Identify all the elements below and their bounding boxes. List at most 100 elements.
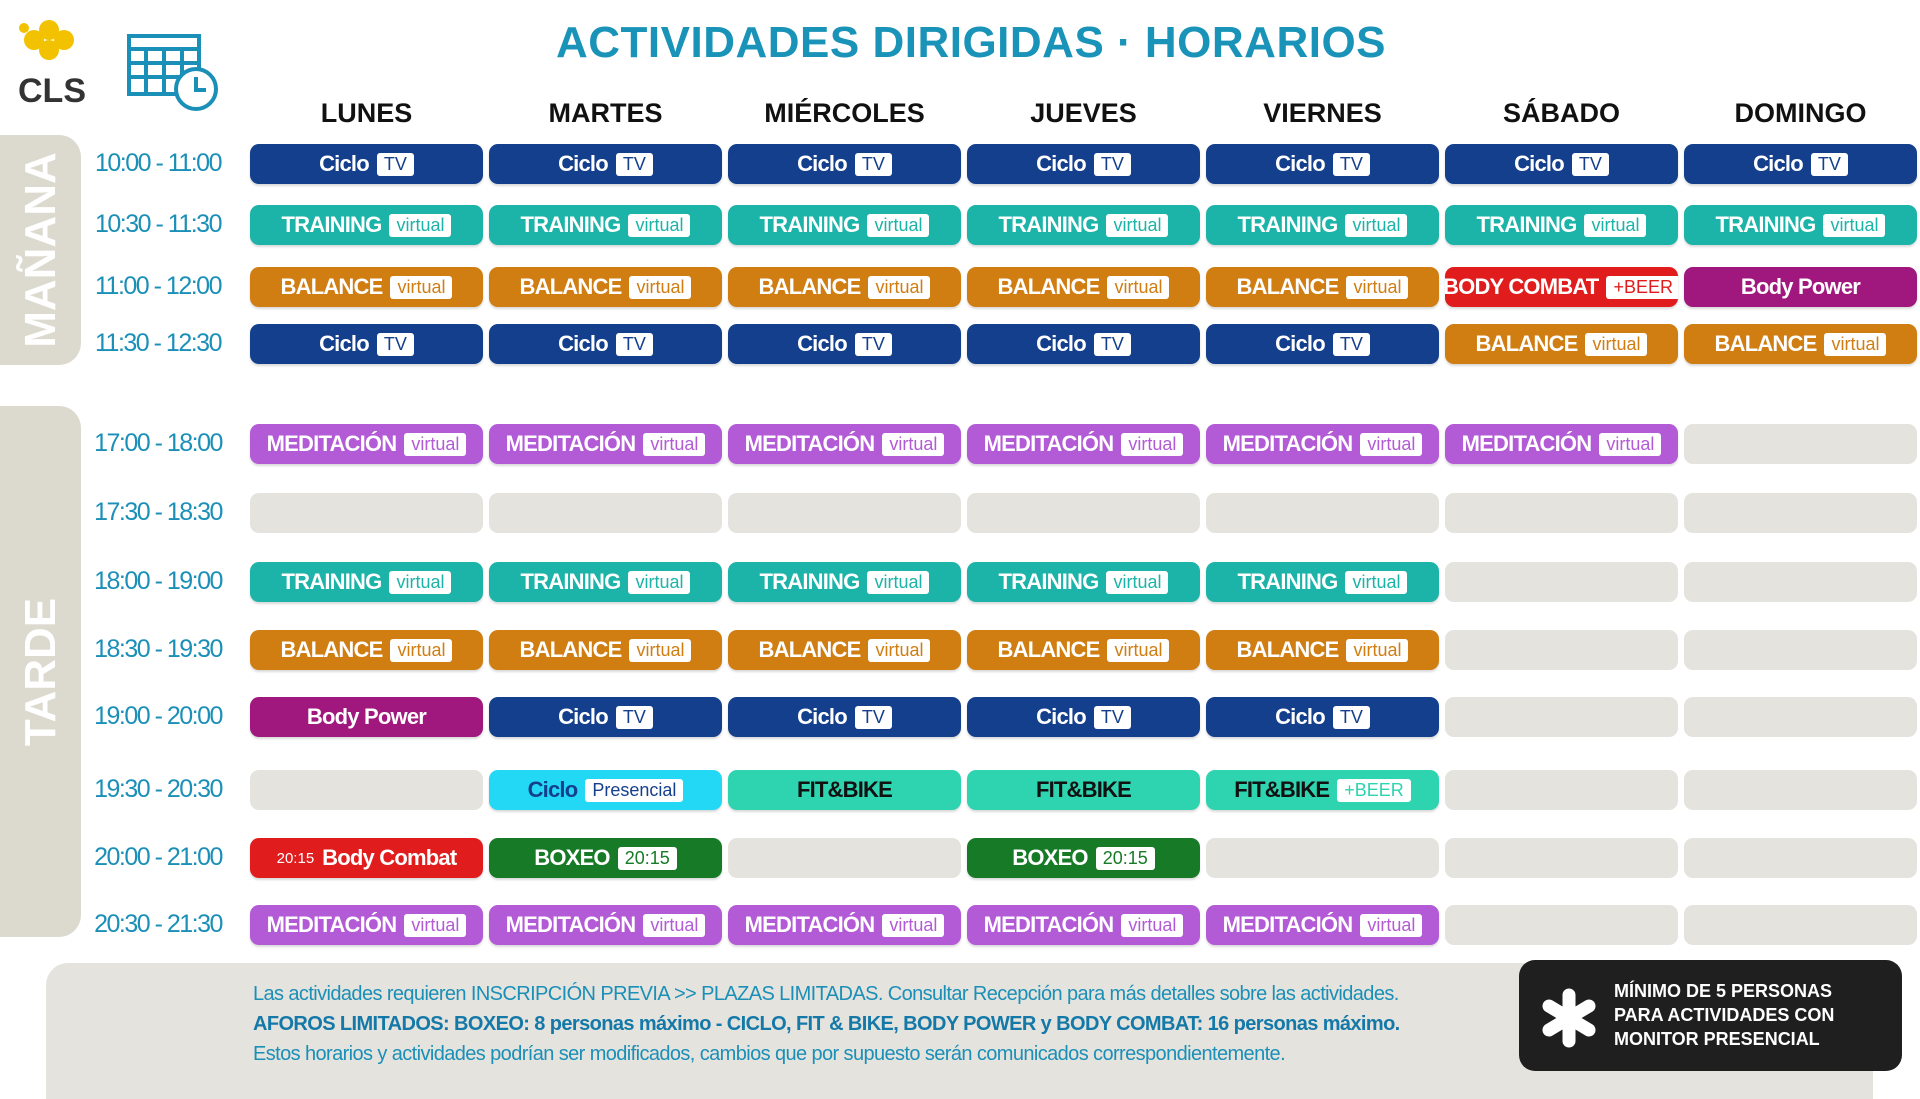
activity-tag: virtual (629, 275, 692, 299)
activity: BALANCE virtual (1206, 630, 1439, 670)
day-header: JUEVES (1030, 98, 1137, 128)
activity: MEDITACIÓN virtual (1206, 424, 1439, 464)
activity-tag: TV (854, 705, 892, 729)
time-label: 19:30 - 20:30 (94, 775, 223, 803)
activity: BALANCE virtual (1206, 267, 1439, 307)
activity-time: 20:15 (276, 849, 315, 867)
activity-tag: TV (376, 332, 414, 356)
logo-flower (19, 20, 74, 60)
activity-tag: virtual (1121, 913, 1184, 937)
activity-name: MEDITACIÓN (266, 912, 398, 937)
activity-name: FIT&BIKE (796, 777, 893, 802)
activity: Ciclo TV (1445, 144, 1678, 184)
activity-name: MEDITACIÓN (1222, 431, 1354, 456)
activity: Ciclo TV (728, 144, 961, 184)
activity: BALANCE virtual (489, 267, 722, 307)
empty-slot (967, 493, 1200, 533)
activity-tag: virtual (1106, 213, 1169, 237)
activity-tag: virtual (1599, 432, 1662, 456)
activity: Ciclo TV (967, 144, 1200, 184)
activity-name: BALANCE (280, 637, 384, 662)
activity: TRAINING virtual (250, 562, 483, 602)
activity-tag: TV (854, 152, 892, 176)
activity: Ciclo TV (967, 324, 1200, 364)
activity: MEDITACIÓN virtual (489, 905, 722, 945)
activity-name: Ciclo (319, 331, 370, 356)
activity-name: Ciclo (797, 151, 848, 176)
activity-tag: 20:15 (617, 846, 677, 870)
activity: Ciclo Presencial (489, 770, 722, 810)
activity-tag: virtual (867, 570, 930, 594)
empty-slot (1684, 838, 1917, 878)
activity-tag: virtual (882, 913, 945, 937)
activity-name: TRAINING (520, 569, 622, 594)
activity-tag: virtual (1585, 332, 1648, 356)
activity-name: MEDITACIÓN (1461, 431, 1593, 456)
activity-tag: TV (1571, 152, 1609, 176)
activity: TRAINING virtual (1206, 562, 1439, 602)
activity: BALANCE virtual (1684, 324, 1917, 364)
activity: MEDITACIÓN virtual (489, 424, 722, 464)
footer-text: AFOROS LIMITADOS: BOXEO: 8 personas máxi… (253, 1013, 1400, 1035)
activity-name: BALANCE (758, 274, 862, 299)
activity: Ciclo TV (1684, 144, 1917, 184)
time-label: 11:30 - 12:30 (95, 329, 222, 357)
activity-tag: virtual (867, 213, 930, 237)
activity-name: Ciclo (1036, 331, 1087, 356)
activity-tag: virtual (628, 213, 691, 237)
activity-name: TRAINING (1476, 212, 1578, 237)
activity-name: TRAINING (520, 212, 622, 237)
calendar-icon (127, 34, 218, 111)
activity: BALANCE virtual (967, 630, 1200, 670)
activity-name: Ciclo (1275, 704, 1326, 729)
activity: TRAINING virtual (489, 205, 722, 245)
activity-tag: virtual (1107, 275, 1170, 299)
activity: BALANCE virtual (728, 630, 961, 670)
activity-name: BODY COMBAT (1445, 274, 1599, 299)
activity: Ciclo TV (1206, 144, 1439, 184)
activity-name: TRAINING (281, 569, 383, 594)
activity: MEDITACIÓN virtual (728, 424, 961, 464)
time-label: 20:00 - 21:00 (94, 843, 223, 871)
day-header: LUNES (320, 98, 413, 128)
activity-tag: virtual (1346, 638, 1409, 662)
activity-tag: TV (1332, 705, 1370, 729)
empty-slot (1684, 770, 1917, 810)
empty-slot (1206, 493, 1439, 533)
title: ACTIVIDADES DIRIGIDAS · HORARIOS (555, 18, 1387, 67)
activity: BOXEO 20:15 (967, 838, 1200, 878)
activity-tag: TV (1093, 705, 1131, 729)
empty-slot (1684, 424, 1917, 464)
activity: TRAINING virtual (1445, 205, 1678, 245)
day-header: DOMINGO (1734, 98, 1867, 128)
activity-name: TRAINING (1237, 212, 1339, 237)
activity: MEDITACIÓN virtual (1206, 905, 1439, 945)
activity: TRAINING virtual (1206, 205, 1439, 245)
activity-tag: 20:15 (1095, 846, 1155, 870)
activity-name: BALANCE (1236, 637, 1340, 662)
activity-name: MEDITACIÓN (744, 912, 876, 937)
activity-name: Ciclo (527, 777, 579, 802)
activity: BALANCE virtual (728, 267, 961, 307)
activity-name: Ciclo (797, 704, 848, 729)
activity-tag: virtual (1345, 213, 1408, 237)
activity-tag: virtual (643, 913, 706, 937)
empty-slot (1445, 493, 1678, 533)
activity-name: TRAINING (1237, 569, 1339, 594)
activity-tag: virtual (389, 213, 452, 237)
empty-slot (1445, 905, 1678, 945)
activity: MEDITACIÓN virtual (250, 424, 483, 464)
activity-name: MEDITACIÓN (744, 431, 876, 456)
activity-name: Ciclo (1514, 151, 1565, 176)
activity: Ciclo TV (967, 697, 1200, 737)
empty-slot (1684, 562, 1917, 602)
time-label: 20:30 - 21:30 (94, 910, 223, 938)
activity: MEDITACIÓN virtual (250, 905, 483, 945)
activity-tag: virtual (1346, 275, 1409, 299)
activity-name: BALANCE (997, 274, 1101, 299)
activity: BOXEO 20:15 (489, 838, 722, 878)
activity: BALANCE virtual (967, 267, 1200, 307)
section-label: MAÑANA (15, 152, 65, 348)
activity-tag: virtual (868, 638, 931, 662)
activity: TRAINING virtual (250, 205, 483, 245)
